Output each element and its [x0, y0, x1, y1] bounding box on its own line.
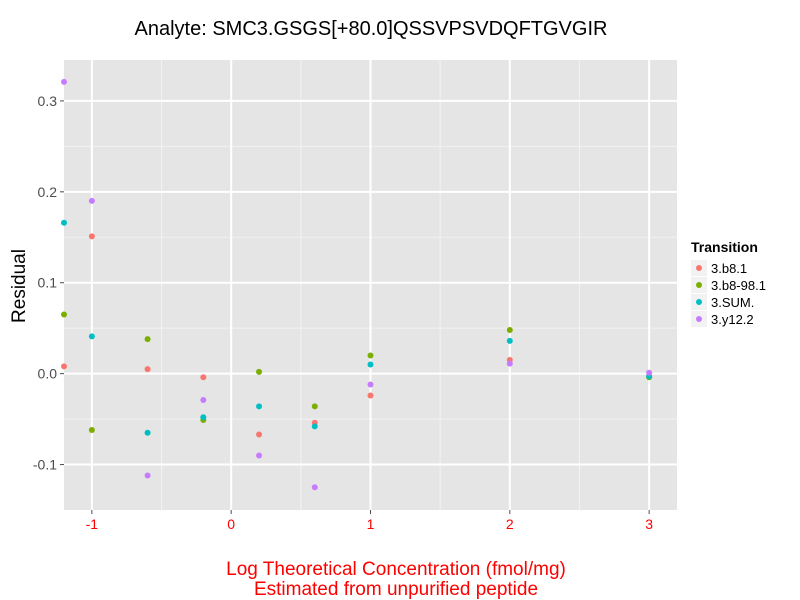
legend-label: 3.b8.1 [711, 261, 747, 276]
x-tick-label: 0 [227, 516, 235, 532]
y-tick-label: 0.0 [38, 366, 58, 382]
point-3-y12-2 [144, 472, 151, 479]
point-3-SUM [256, 403, 263, 410]
point-3-y12-2 [646, 369, 653, 376]
major-gridlines [64, 60, 677, 510]
chart-title: Analyte: SMC3.GSGS[+80.0]QSSVPSVDQFTGVGI… [135, 18, 608, 40]
point-3-b8-1 [88, 233, 95, 240]
x-tick-label: 2 [506, 516, 514, 532]
x-axis-label-line-1: Log Theoretical Concentration (fmol/mg) [226, 559, 566, 580]
legend-label: 3.b8-98.1 [711, 278, 766, 293]
x-tick-label: 1 [367, 516, 375, 532]
point-3-SUM [88, 333, 95, 340]
data-points [61, 78, 653, 491]
y-axis-label: Residual [9, 249, 30, 323]
y-tick-label: 0.3 [38, 93, 58, 109]
y-axis: -0.1 0.0 0.1 0.2 0.3 [33, 93, 64, 473]
point-3-SUM [311, 423, 318, 430]
point-3-y12-2 [506, 360, 513, 367]
point-3-b8-98-1 [88, 427, 95, 433]
point-3-y12-2 [61, 78, 67, 85]
point-3-b8-98-1 [506, 327, 513, 333]
point-3-SUM [506, 337, 513, 344]
point-3-y12-2 [367, 381, 374, 388]
point-3-y12-2 [256, 452, 263, 459]
point-3-SUM [61, 219, 67, 226]
y-tick-label: -0.1 [33, 457, 57, 473]
point-3-b8-1 [200, 374, 207, 381]
legend-swatch [696, 282, 702, 288]
legend: Transition 3.b8.1 3.b8-98.1 3.SUM. 3.y12.2 [691, 239, 766, 327]
y-tick-label: 0.2 [38, 184, 58, 200]
y-tick-label: 0.1 [38, 275, 58, 291]
point-3-SUM [367, 361, 374, 368]
point-3-b8-98-1 [256, 368, 263, 375]
legend-swatch [696, 299, 702, 305]
legend-swatch [696, 316, 702, 322]
legend-title: Transition [691, 239, 758, 255]
point-3-SUM [200, 414, 207, 421]
point-3-y12-2 [200, 397, 207, 403]
point-3-b8-1 [144, 366, 151, 373]
point-3-b8-98-1 [367, 352, 374, 359]
point-3-SUM [144, 429, 151, 436]
point-3-b8-98-1 [311, 403, 318, 410]
point-3-b8-1 [61, 363, 67, 370]
point-3-b8-98-1 [144, 336, 151, 343]
point-3-b8-1 [256, 431, 263, 438]
point-3-b8-1 [367, 392, 374, 399]
point-3-y12-2 [88, 197, 95, 204]
point-3-y12-2 [311, 484, 318, 491]
x-tick-label: 3 [645, 516, 653, 532]
x-tick-label: -1 [86, 516, 99, 532]
legend-label: 3.SUM. [711, 295, 754, 310]
x-axis-label-line-2: Estimated from unpurified peptide [254, 579, 538, 600]
legend-swatch [696, 265, 702, 271]
point-3-b8-98-1 [61, 311, 67, 318]
x-axis: -1 0 1 2 3 [86, 510, 653, 532]
legend-label: 3.y12.2 [711, 312, 754, 327]
